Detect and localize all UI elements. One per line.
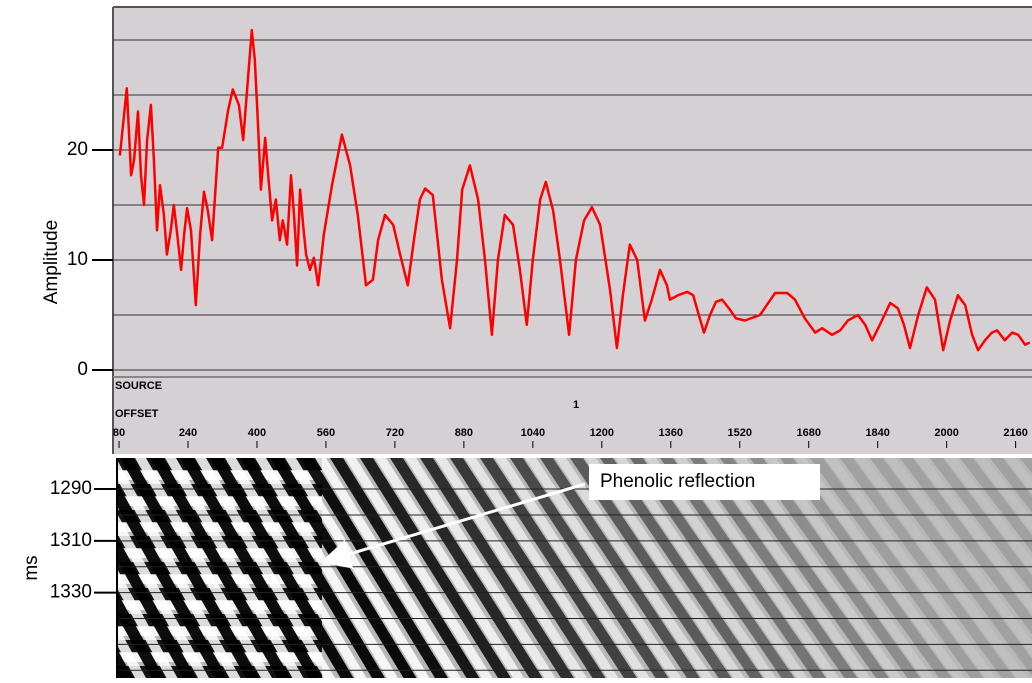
x-tick-label: 720 bbox=[386, 427, 404, 439]
panel-background bbox=[113, 7, 1032, 454]
y-tick-label: 1330 bbox=[50, 582, 92, 603]
seismic-event bbox=[0, 458, 7, 678]
seismic-section bbox=[0, 458, 1032, 683]
y-tick-label: 10 bbox=[67, 249, 88, 270]
x-tick-label: 560 bbox=[317, 427, 335, 439]
seismic-event bbox=[0, 458, 20, 678]
x-tick-label: 80 bbox=[113, 427, 125, 439]
x-tick-label: 1200 bbox=[590, 427, 614, 439]
y-axis-label: Amplitude bbox=[41, 220, 62, 305]
x-tick-label: 2160 bbox=[1003, 427, 1027, 439]
x-axis-label: OFFSET bbox=[115, 408, 159, 420]
x-tick-label: 2000 bbox=[934, 427, 958, 439]
x-tick-label: 1520 bbox=[728, 427, 752, 439]
figure: Amplitude SOURCE 1 OFFSET ms 0 10 20 80 240 4… bbox=[0, 0, 1032, 683]
x-tick-label: 400 bbox=[248, 427, 266, 439]
y-tick-label: 20 bbox=[67, 139, 88, 160]
x-tick-label: 880 bbox=[455, 427, 473, 439]
x-tick-label: 1840 bbox=[865, 427, 889, 439]
y-tick-label: 0 bbox=[77, 359, 88, 380]
x-tick-label: 1040 bbox=[521, 427, 545, 439]
x-tick-label: 1360 bbox=[659, 427, 683, 439]
x-tick-label: 1680 bbox=[796, 427, 820, 439]
source-value: 1 bbox=[573, 399, 579, 411]
y-axis-label: ms bbox=[21, 555, 42, 580]
x-tick-label: 240 bbox=[179, 427, 197, 439]
y-tick-label: 1310 bbox=[50, 530, 92, 551]
y-tick-label: 1290 bbox=[50, 478, 92, 499]
annotation: Phenolic reflection bbox=[600, 471, 755, 492]
seismic-band bbox=[117, 679, 322, 683]
source-label: SOURCE bbox=[115, 380, 162, 392]
